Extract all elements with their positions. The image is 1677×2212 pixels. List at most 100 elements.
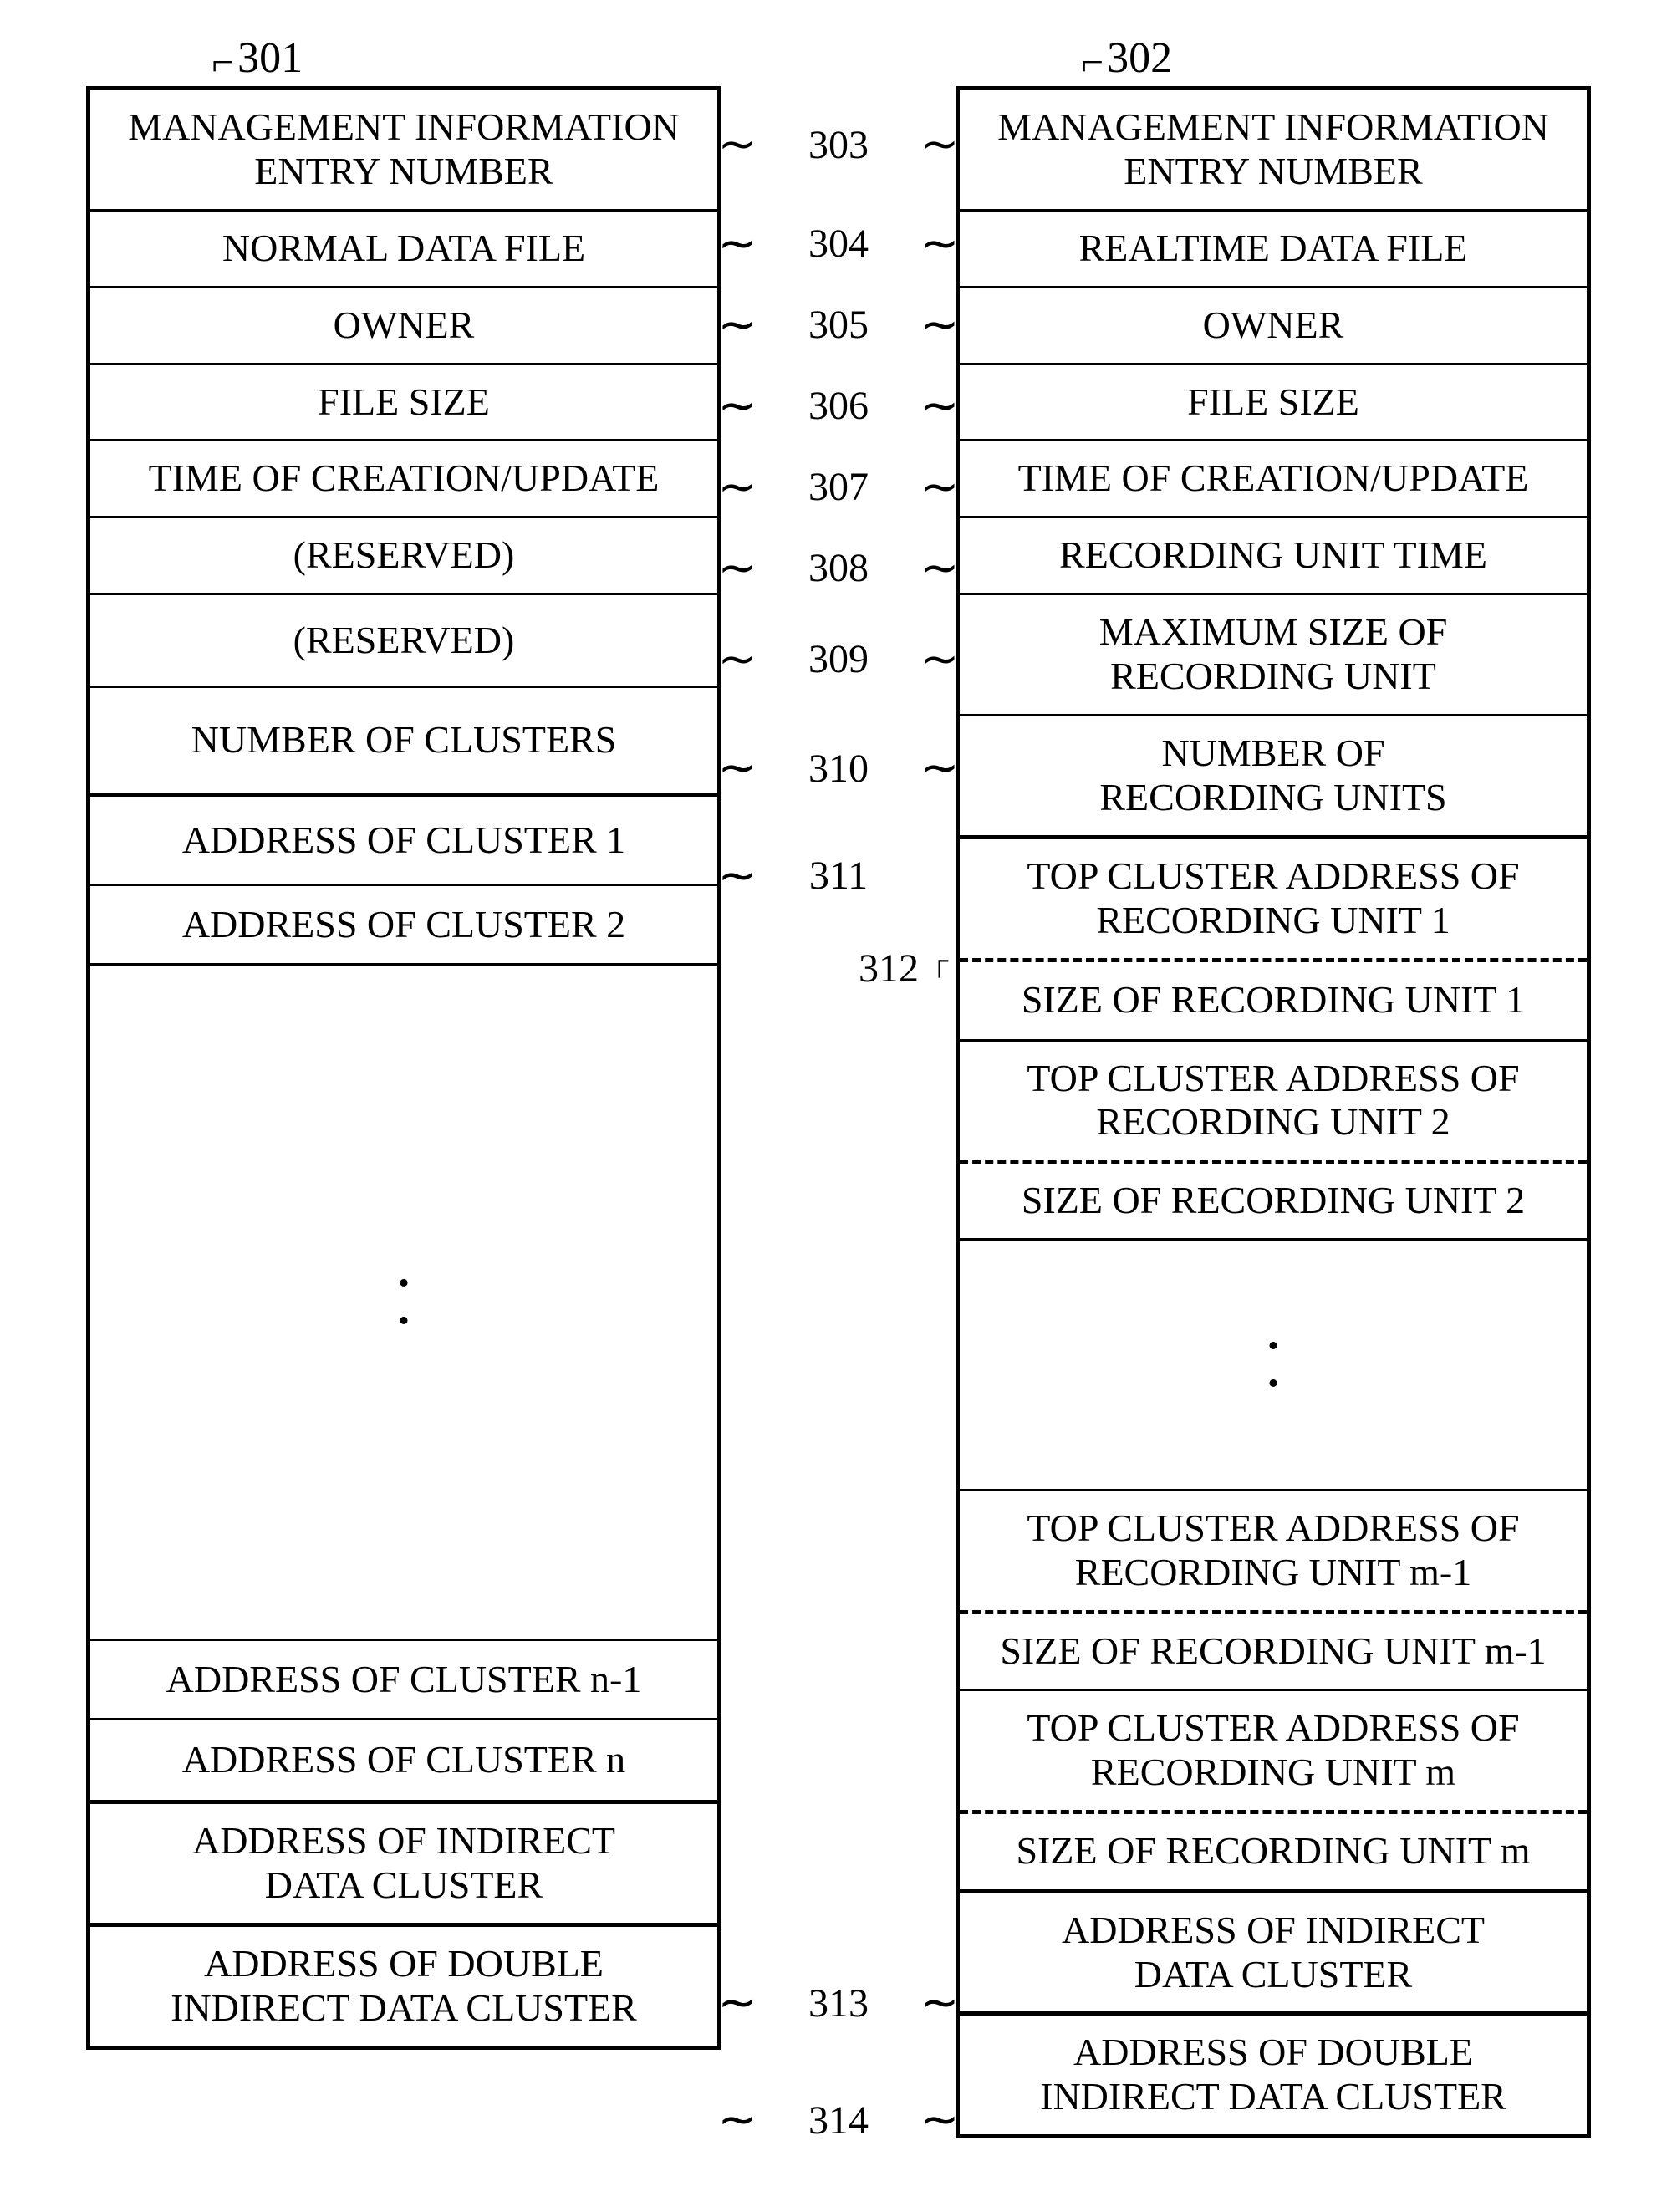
ref-row-314: ∼314∼ bbox=[721, 2062, 956, 2179]
right-cell-18: ADDRESS OF DOUBLEINDIRECT DATA CLUSTER bbox=[960, 2016, 1587, 2138]
right-cell-text: INDIRECT DATA CLUSTER bbox=[1040, 2075, 1506, 2119]
ref-row-308: ∼308∼ bbox=[721, 528, 956, 609]
tilde-left-icon: ∼ bbox=[721, 221, 753, 268]
ref-row-311: ∼311 bbox=[721, 827, 956, 925]
left-cell-0: MANAGEMENT INFORMATIONENTRY NUMBER bbox=[90, 90, 717, 212]
right-cell-text: RECORDING UNIT bbox=[1110, 655, 1436, 699]
right-cell-text: RECORDING UNIT m bbox=[1091, 1751, 1455, 1795]
right-cell-text: OWNER bbox=[1203, 303, 1344, 348]
tilde-left-icon: ∼ bbox=[721, 383, 753, 430]
ref-301: ⌐301 bbox=[86, 33, 721, 83]
right-cell-0: MANAGEMENT INFORMATIONENTRY NUMBER bbox=[960, 90, 1587, 212]
left-cell-9: ADDRESS OF CLUSTER 2 bbox=[90, 886, 717, 966]
right-cell-text: DATA CLUSTER bbox=[1134, 1953, 1412, 1997]
diagram-container: MANAGEMENT INFORMATIONENTRY NUMBERNORMAL… bbox=[25, 86, 1652, 2179]
ref-row-303: ∼303∼ bbox=[721, 86, 956, 203]
tilde-left-icon: ∼ bbox=[721, 745, 753, 792]
left-cell-8: ADDRESS OF CLUSTER 1 bbox=[90, 797, 717, 886]
right-cell-text: RECORDING UNIT 1 bbox=[1096, 899, 1450, 943]
right-cell-8: TOP CLUSTER ADDRESS OFRECORDING UNIT 1 bbox=[960, 839, 1587, 962]
ref-row-309: ∼309∼ bbox=[721, 609, 956, 710]
reference-column: ∼303∼∼304∼∼305∼∼306∼∼307∼∼308∼∼309∼∼310∼… bbox=[721, 86, 956, 2179]
left-cell-text: OWNER bbox=[334, 303, 475, 348]
right-cell-10: TOP CLUSTER ADDRESS OFRECORDING UNIT 2 bbox=[960, 1042, 1587, 1165]
tilde-right-icon: ∼ bbox=[924, 302, 956, 349]
right-cell-text: SIZE OF RECORDING UNIT 2 bbox=[1022, 1179, 1525, 1223]
right-cell-15: TOP CLUSTER ADDRESS OFRECORDING UNIT m bbox=[960, 1691, 1587, 1814]
right-cell-5: RECORDING UNIT TIME bbox=[960, 518, 1587, 595]
right-cell-text: TIME OF CREATION/UPDATE bbox=[1018, 456, 1529, 501]
right-cell-11: SIZE OF RECORDING UNIT 2 bbox=[960, 1164, 1587, 1241]
right-cell-9: SIZE OF RECORDING UNIT 1 bbox=[960, 962, 1587, 1042]
right-cell-12: •• bbox=[960, 1241, 1587, 1491]
ref-row-306: ∼306∼ bbox=[721, 365, 956, 446]
hook-icon: ⌐ bbox=[212, 40, 234, 84]
tilde-right-icon: ∼ bbox=[924, 221, 956, 268]
right-cell-16: SIZE OF RECORDING UNIT m bbox=[960, 1814, 1587, 1893]
left-cell-7: NUMBER OF CLUSTERS bbox=[90, 688, 717, 797]
left-cell-text: ADDRESS OF INDIRECT bbox=[192, 1819, 615, 1863]
left-cell-text: (RESERVED) bbox=[293, 533, 515, 578]
tilde-left-icon: ∼ bbox=[721, 464, 753, 511]
column-header-refs: ⌐301 ⌐302 bbox=[25, 33, 1652, 83]
left-cell-text: ADDRESS OF CLUSTER 1 bbox=[182, 818, 625, 863]
left-cell-text: DATA CLUSTER bbox=[265, 1863, 543, 1908]
ref-number: 303 bbox=[753, 122, 924, 168]
right-cell-text: TOP CLUSTER ADDRESS OF bbox=[1027, 1706, 1519, 1751]
tilde-right-icon: ∼ bbox=[924, 2097, 956, 2143]
right-cell-14: SIZE OF RECORDING UNIT m-1 bbox=[960, 1614, 1587, 1691]
right-cell-text: MANAGEMENT INFORMATION bbox=[997, 105, 1549, 150]
ellipsis-dot: • bbox=[1267, 1337, 1278, 1356]
hook-icon: ⌐ bbox=[1081, 40, 1104, 84]
left-cell-text: ADDRESS OF DOUBLE bbox=[204, 1942, 604, 1986]
right-cell-text: REALTIME DATA FILE bbox=[1079, 227, 1468, 271]
ref-row-312: 312⌐ bbox=[721, 925, 956, 1012]
ref-number: 307 bbox=[753, 464, 924, 510]
left-cell-text: NUMBER OF CLUSTERS bbox=[191, 718, 617, 762]
left-cell-5: (RESERVED) bbox=[90, 518, 717, 595]
left-cell-10: •• bbox=[90, 966, 717, 1641]
ref-302: ⌐302 bbox=[956, 33, 1591, 83]
left-cell-text: ENTRY NUMBER bbox=[254, 150, 553, 194]
left-cell-11: ADDRESS OF CLUSTER n-1 bbox=[90, 1641, 717, 1720]
left-cell-14: ADDRESS OF DOUBLEINDIRECT DATA CLUSTER bbox=[90, 1927, 717, 2050]
tilde-left-icon: ∼ bbox=[721, 545, 753, 592]
left-cell-6: (RESERVED) bbox=[90, 595, 717, 688]
right-cell-3: FILE SIZE bbox=[960, 365, 1587, 442]
ref-number: 308 bbox=[753, 545, 924, 591]
ellipsis-dot: • bbox=[1267, 1374, 1278, 1394]
right-cell-4: TIME OF CREATION/UPDATE bbox=[960, 441, 1587, 518]
right-cell-text: RECORDING UNIT m-1 bbox=[1075, 1551, 1471, 1595]
right-cell-7: NUMBER OFRECORDING UNITS bbox=[960, 716, 1587, 839]
ref-row-304: ∼304∼ bbox=[721, 203, 956, 284]
ref-number: 309 bbox=[753, 636, 924, 682]
right-cell-1: REALTIME DATA FILE bbox=[960, 212, 1587, 288]
left-cell-text: (RESERVED) bbox=[293, 619, 515, 663]
left-cell-13: ADDRESS OF INDIRECTDATA CLUSTER bbox=[90, 1804, 717, 1927]
ref-number: 304 bbox=[753, 221, 924, 267]
left-cell-text: ADDRESS OF CLUSTER n bbox=[182, 1738, 625, 1782]
tilde-right-icon: ∼ bbox=[924, 383, 956, 430]
tilde-right-icon: ∼ bbox=[924, 545, 956, 592]
tilde-right-icon: ∼ bbox=[924, 1980, 956, 2026]
right-cell-13: TOP CLUSTER ADDRESS OFRECORDING UNIT m-1 bbox=[960, 1491, 1587, 1614]
tilde-right-icon: ⌐ bbox=[924, 950, 956, 988]
right-cell-text: RECORDING UNITS bbox=[1099, 776, 1446, 820]
ref-number: 310 bbox=[753, 746, 924, 792]
ellipsis-dot: • bbox=[398, 1274, 409, 1293]
tilde-right-icon: ∼ bbox=[924, 636, 956, 683]
right-cell-text: SIZE OF RECORDING UNIT 1 bbox=[1022, 978, 1525, 1022]
ref-row-307: ∼307∼ bbox=[721, 446, 956, 528]
right-cell-2: OWNER bbox=[960, 288, 1587, 365]
tilde-left-icon: ∼ bbox=[721, 302, 753, 349]
right-cell-text: MAXIMUM SIZE OF bbox=[1099, 610, 1448, 655]
right-cell-text: SIZE OF RECORDING UNIT m bbox=[1016, 1829, 1530, 1873]
ref-number: 305 bbox=[753, 302, 924, 348]
left-cell-1: NORMAL DATA FILE bbox=[90, 212, 717, 288]
left-cell-3: FILE SIZE bbox=[90, 365, 717, 442]
right-cell-text: FILE SIZE bbox=[1187, 380, 1359, 425]
tilde-left-icon: ∼ bbox=[721, 853, 753, 900]
ref-number: 311 bbox=[753, 853, 924, 899]
tilde-left-icon: ∼ bbox=[721, 121, 753, 168]
right-cell-text: ADDRESS OF DOUBLE bbox=[1073, 2031, 1473, 2075]
